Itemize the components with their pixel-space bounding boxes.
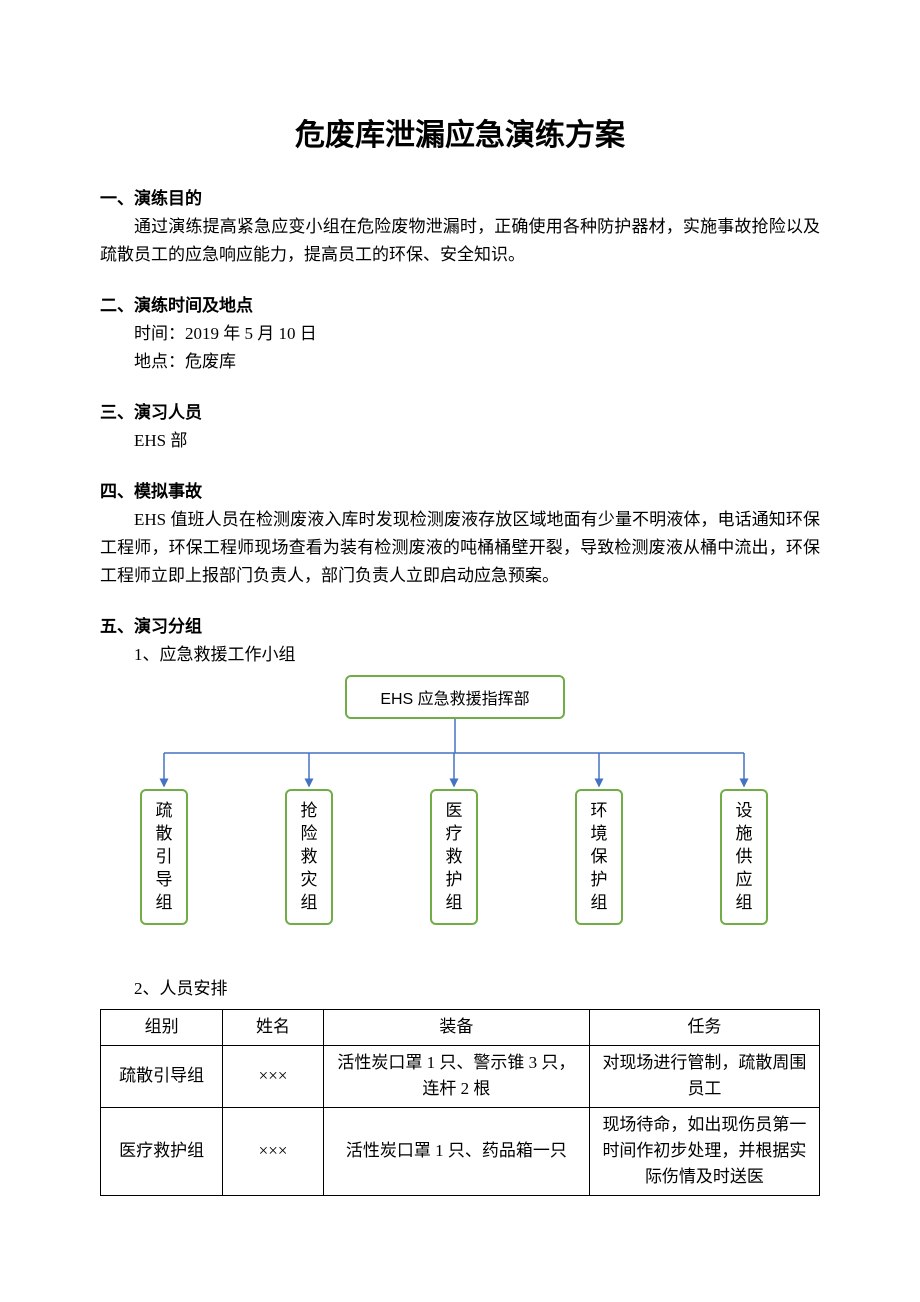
- table-row: 医疗救护组×××活性炭口罩 1 只、药品箱一只现场待命，如出现伤员第一时间作初步…: [101, 1107, 820, 1195]
- table-cell: 活性炭口罩 1 只、药品箱一只: [323, 1107, 589, 1195]
- section-1-body: 通过演练提高紧急应变小组在危险废物泄漏时，正确使用各种防护器材，实施事故抢险以及…: [100, 213, 820, 269]
- section-2-heading: 二、演练时间及地点: [100, 291, 820, 316]
- table-cell: 疏散引导组: [101, 1045, 223, 1107]
- section-4-heading: 四、模拟事故: [100, 477, 820, 502]
- section-2-time: 时间：2019 年 5 月 10 日: [100, 320, 820, 348]
- doc-title: 危废库泄漏应急演练方案: [100, 110, 820, 154]
- table-header-cell: 装备: [323, 1010, 589, 1045]
- section-5-sub2: 2、人员安排: [100, 975, 820, 1003]
- section-1-heading: 一、演练目的: [100, 184, 820, 209]
- table-cell: 对现场进行管制，疏散周围员工: [589, 1045, 819, 1107]
- org-node-child-2: 医 疗 救 护 组: [430, 789, 478, 925]
- table-cell: 现场待命，如出现伤员第一时间作初步处理，并根据实际伤情及时送医: [589, 1107, 819, 1195]
- section-5-sub1: 1、应急救援工作小组: [100, 641, 820, 669]
- section-3-heading: 三、演习人员: [100, 398, 820, 423]
- org-node-child-1: 抢 险 救 灾 组: [285, 789, 333, 925]
- section-3-body: EHS 部: [100, 427, 820, 455]
- table-cell: 活性炭口罩 1 只、警示锥 3 只，连杆 2 根: [323, 1045, 589, 1107]
- section-2-place: 地点：危废库: [100, 348, 820, 376]
- table-header-cell: 组别: [101, 1010, 223, 1045]
- org-node-child-0: 疏 散 引 导 组: [140, 789, 188, 925]
- table-cell: ×××: [223, 1107, 324, 1195]
- table-cell: ×××: [223, 1045, 324, 1107]
- table-header-cell: 姓名: [223, 1010, 324, 1045]
- org-node-child-4: 设 施 供 应 组: [720, 789, 768, 925]
- personnel-table: 组别姓名装备任务疏散引导组×××活性炭口罩 1 只、警示锥 3 只，连杆 2 根…: [100, 1009, 820, 1195]
- table-cell: 医疗救护组: [101, 1107, 223, 1195]
- table-row: 疏散引导组×××活性炭口罩 1 只、警示锥 3 只，连杆 2 根对现场进行管制，…: [101, 1045, 820, 1107]
- section-4-body: EHS 值班人员在检测废液入库时发现检测废液存放区域地面有少量不明液体，电话通知…: [100, 506, 820, 590]
- table-header-cell: 任务: [589, 1010, 819, 1045]
- table-header-row: 组别姓名装备任务: [101, 1010, 820, 1045]
- org-chart: EHS 应急救援指挥部疏 散 引 导 组 抢 险 救 灾 组 医 疗 救 护 组 环 …: [100, 675, 820, 945]
- org-node-hq: EHS 应急救援指挥部: [345, 675, 565, 719]
- section-5-heading: 五、演习分组: [100, 612, 820, 637]
- org-node-child-3: 环 境 保 护 组: [575, 789, 623, 925]
